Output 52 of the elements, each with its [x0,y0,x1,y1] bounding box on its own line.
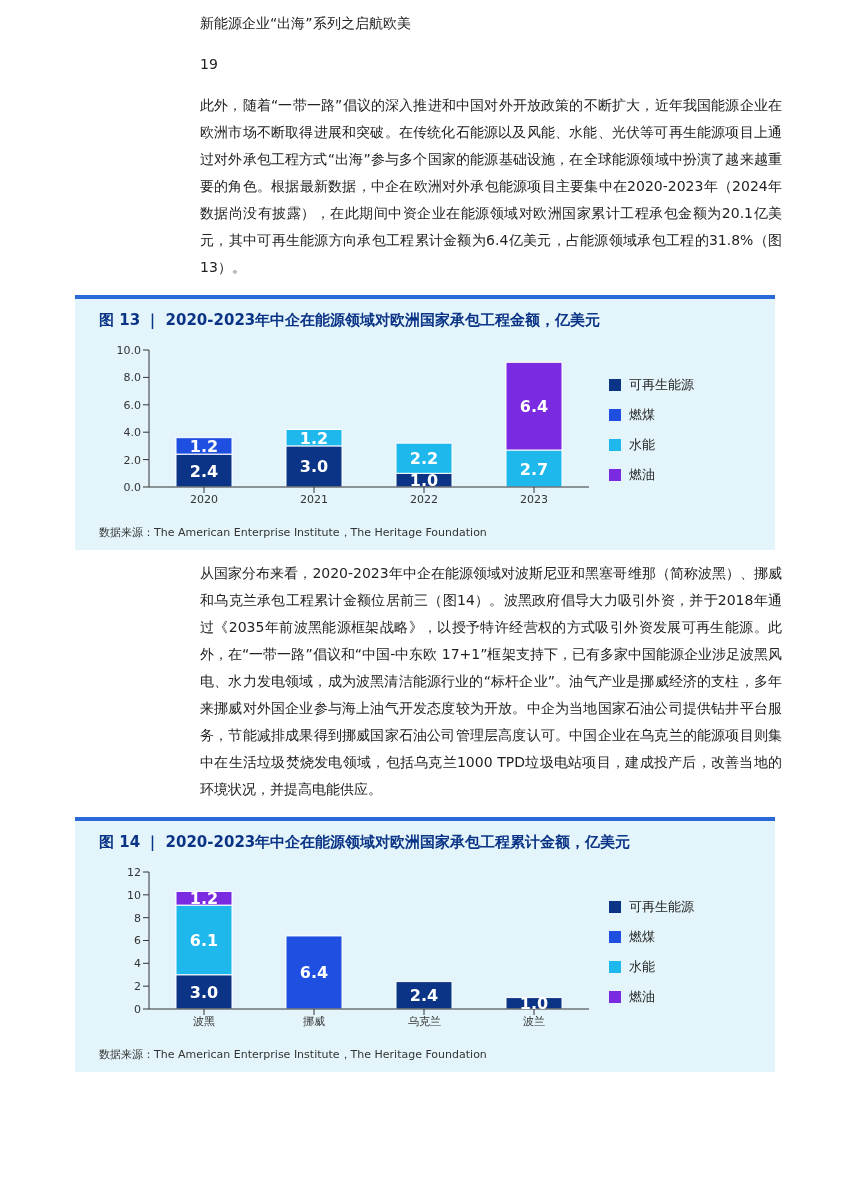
y-tick-label: 2 [134,980,141,994]
data-label: 2.2 [409,449,439,469]
y-tick-label: 8.0 [123,371,141,385]
legend-label: 水能 [628,435,656,454]
legend-label: 燃煤 [628,927,656,946]
x-tick-label: 乌克兰 [407,1014,441,1028]
data-label: 2.4 [409,986,439,1006]
legend-label: 燃煤 [628,405,656,424]
y-tick-label: 6 [134,934,141,948]
source-note: 数据来源：The American Enterprise Institute，The Heritage Foundation [99,1047,488,1062]
data-label: 6.4 [519,397,549,417]
legend-label: 可再生能源 [628,897,694,916]
x-tick-label: 挪威 [303,1014,325,1028]
data-label: 1.0 [409,471,439,491]
y-tick-label: 0 [134,1002,141,1016]
legend-label: 燃油 [628,987,656,1006]
y-tick-label: 4.0 [123,426,141,440]
x-tick-label: 2022 [410,492,438,506]
legend-label: 可再生能源 [628,375,694,394]
y-tick-label: 2.0 [123,453,141,467]
y-tick-label: 10.0 [116,343,141,357]
y-tick-label: 10 [127,888,141,902]
y-tick-label: 12 [127,865,141,879]
text: 此外，随着“一带一路”倡议的深入推进和中国对外开放政策的不断扩大，近年我国能源企业在欧洲市场不断取得进展和突破。在传统化石能源以及风能、水能、光伏等可再生能源项目上通过对外承包工程方式“出海”参与多个国家的能源基础设施，在全球能源领域中扮演了越来越重要的角色。根据最新数据，中企在欧洲对外承包能源项目主要集中在2020-2023年（2024年数据尚没有披露），在此期间中资企业在能源领域对欧洲国家累计工程承包金额为20.1亿美元，其中可再生能源方向承包工程累计金额为6.4亿美元，占能源领域承包工程的31.8%（图13）。 [200,96,782,277]
legend-label: 燃油 [628,465,656,484]
x-tick-label: 2023 [520,492,548,506]
text: 19 [200,55,219,74]
data-label: 3.0 [189,982,219,1002]
text: 新能源企业“出海”系列之启航欧美 [200,14,412,33]
x-tick-label: 2021 [300,492,328,506]
text: 从国家分布来看，2020-2023年中企在能源领域对波斯尼亚和黑塞哥维那（简称波黑）、挪威和乌克兰承包工程累计金额位居前三（图14）。波黑政府倡导大力吸引外资，并于2018年通过《2035年前波黑能源框架战略》，以授予特许经营权的方式吸引外资发展可再生能源。此外，在“一带一路”倡议和“中国-中东欧 17+1”框架支持下，已有多家中国能源企业涉足波黑风电、水力发电领域，成为波黑清洁能源行业的“标杆企业”。油气产业是挪威经济的支柱，多年来挪威对外国企业参与海上油气开发态度较为开放。中企为当地国家石油公司提供钻井平台服务，节能减排成果得到挪威国家石油公司管理层高度认可。中国企业在乌克兰的能源项目则集中在生活垃圾焚烧发电领域，包括乌克兰1000 TPD垃圾电站项目，建成投产后，改善当地的环境状况，并提高电能供应。 [200,565,782,797]
legend-label: 水能 [628,957,656,976]
data-label: 2.4 [189,461,219,481]
x-tick-label: 2020 [190,492,218,506]
data-label: 6.4 [299,963,329,983]
y-tick-label: 6.0 [123,398,141,412]
x-tick-label: 波黑 [193,1014,215,1028]
chart-title: 图 13 ｜ 2020-2023年中企在能源领域对欧洲国家承包工程金额，亿美元 [99,311,602,330]
bar [285,935,343,1009]
data-label: 3.0 [299,457,329,477]
y-tick-label: 0.0 [123,480,141,494]
data-label: 1.0 [519,994,549,1014]
y-tick-label: 4 [134,957,141,971]
data-label: 2.7 [519,459,549,479]
data-label: 1.2 [299,428,329,448]
chart-title: 图 14 ｜ 2020-2023年中企在能源领域对欧洲国家承包工程累计金额，亿美元 [99,833,632,852]
data-label: 1.2 [189,436,219,456]
y-tick-label: 8 [134,911,141,925]
data-label: 6.1 [189,930,219,950]
data-label: 1.2 [189,889,219,909]
x-tick-label: 波兰 [523,1014,545,1028]
source-note: 数据来源：The American Enterprise Institute，The Heritage Foundation [99,525,488,540]
